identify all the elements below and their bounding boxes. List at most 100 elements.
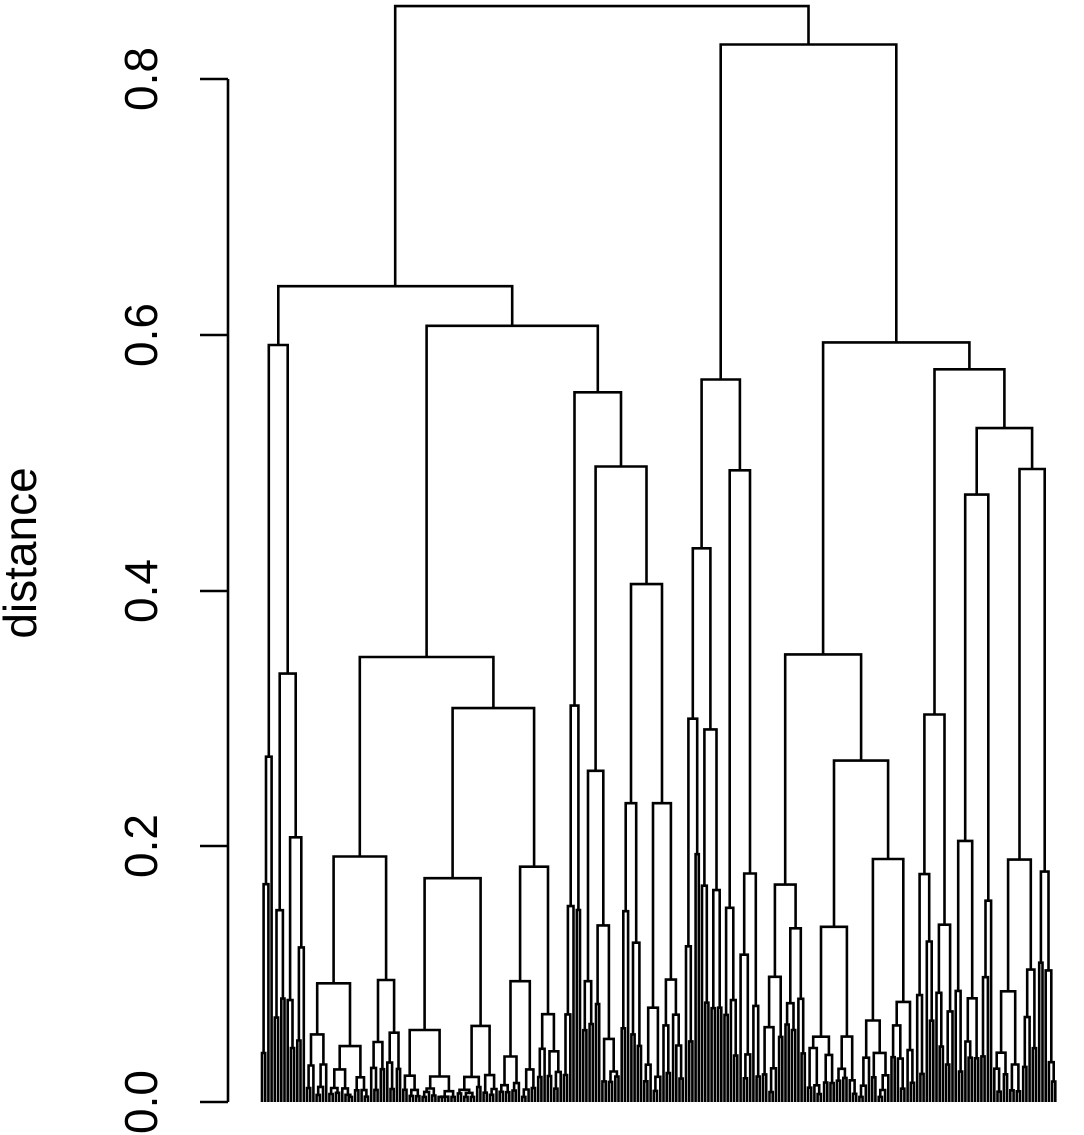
merge-link — [651, 801, 673, 1008]
merge-link — [410, 1088, 420, 1097]
merge-link — [761, 1073, 768, 1102]
merge-link — [938, 1045, 945, 1102]
merge-link — [594, 1002, 601, 1102]
merge-link — [450, 1095, 456, 1102]
merge-link — [829, 1081, 835, 1102]
merge-link — [536, 1075, 543, 1102]
merge-link — [338, 1044, 362, 1078]
y-tick-label-0: 0.0 — [115, 1070, 167, 1134]
merge-link — [305, 1086, 312, 1102]
merge-link — [742, 1077, 749, 1102]
merge-link — [719, 43, 898, 380]
merge-link — [877, 1095, 884, 1102]
merge-link — [858, 1095, 864, 1102]
merge-link — [1002, 1073, 1009, 1102]
y-axis: 0.0 0.2 0.4 0.6 0.8 distance — [0, 47, 230, 1134]
merge-link — [790, 1028, 797, 1102]
merge-link — [842, 1076, 848, 1102]
merge-link — [732, 1054, 739, 1102]
merge-link — [819, 925, 849, 1037]
merge-link — [530, 1086, 537, 1102]
merge-link — [402, 1088, 408, 1102]
merge-link — [588, 1022, 595, 1102]
merge-link — [389, 1087, 395, 1102]
merge-link — [996, 1090, 1002, 1102]
merge-link — [583, 979, 593, 1031]
merge-link — [379, 1067, 386, 1102]
merge-link — [267, 343, 289, 757]
merge-link — [328, 1092, 334, 1102]
merge-link — [575, 908, 582, 1102]
merge-link — [607, 1080, 614, 1102]
merge-link — [546, 1074, 553, 1102]
merge-link — [1031, 1046, 1038, 1102]
merge-link — [280, 997, 286, 1102]
merge-link — [703, 728, 718, 891]
merge-link — [630, 1033, 636, 1102]
merge-link — [800, 1052, 807, 1102]
merge-link — [821, 341, 971, 655]
merge-link — [504, 1090, 511, 1102]
merge-link — [358, 655, 495, 857]
merge-link — [524, 1068, 535, 1090]
merge-link — [372, 1040, 384, 1070]
merge-link — [408, 1094, 415, 1102]
merge-link — [768, 1090, 774, 1102]
merge-link — [332, 855, 388, 984]
merge-link — [806, 1086, 813, 1102]
merge-link — [594, 465, 648, 771]
merge-link — [822, 1081, 829, 1102]
merge-link — [840, 1035, 854, 1081]
merge-link — [518, 865, 550, 1015]
merge-link — [631, 941, 641, 1046]
merge-link — [665, 1071, 672, 1102]
merge-link — [636, 1044, 643, 1102]
merge-link — [393, 4, 810, 287]
y-tick-label-3: 0.6 — [115, 303, 167, 367]
y-axis-title: distance — [0, 467, 46, 638]
merge-link — [498, 1090, 505, 1102]
merge-link — [1018, 467, 1046, 872]
merge-link — [871, 857, 905, 1021]
y-tick-label-2: 0.4 — [115, 559, 167, 623]
merge-link — [602, 1037, 615, 1082]
merge-link — [710, 1006, 717, 1102]
merge-link — [511, 1089, 517, 1102]
y-tick-label-4: 0.8 — [115, 47, 167, 111]
merge-link — [395, 1067, 402, 1102]
merge-link — [309, 1033, 325, 1066]
merge-link — [703, 1001, 710, 1102]
merge-link — [482, 1091, 489, 1102]
merge-link — [899, 1087, 906, 1102]
merge-link — [909, 1081, 916, 1102]
y-tick-label-1: 0.2 — [115, 814, 167, 878]
merge-link — [562, 1073, 569, 1102]
merge-link — [694, 852, 701, 1102]
merge-link — [296, 1039, 302, 1102]
merge-link — [500, 1083, 509, 1093]
merge-link — [933, 368, 1006, 715]
merge-link — [315, 1093, 322, 1102]
merge-link — [289, 1046, 296, 1102]
merge-link — [642, 1080, 649, 1102]
merge-link — [475, 1085, 482, 1102]
merge-link — [503, 1055, 518, 1086]
merge-link — [723, 1013, 729, 1102]
merge-link — [789, 927, 803, 1004]
merge-link — [967, 1056, 974, 1102]
merge-link — [1037, 961, 1044, 1102]
merge-link — [835, 1079, 842, 1102]
merge-link — [652, 1089, 659, 1102]
merge-link — [273, 1016, 280, 1102]
merge-link — [414, 1094, 421, 1102]
merge-link — [373, 1088, 379, 1102]
merge-link — [777, 1035, 784, 1102]
merge-link — [353, 1089, 360, 1102]
merge-link — [408, 1028, 441, 1077]
merge-link — [773, 883, 797, 977]
merge-link — [334, 1091, 341, 1102]
merge-link — [824, 1053, 834, 1083]
merge-link — [944, 1063, 951, 1102]
merge-link — [430, 1094, 437, 1102]
